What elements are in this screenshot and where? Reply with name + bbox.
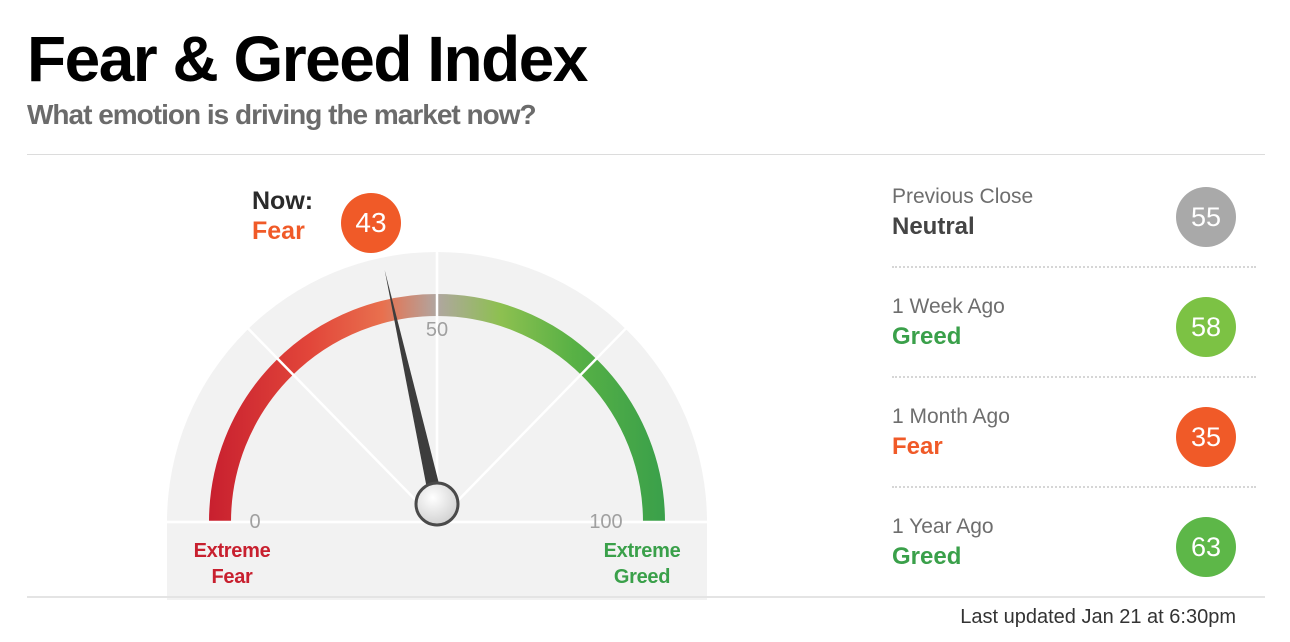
page-title: Fear & Greed Index (27, 23, 588, 95)
history-rating: Neutral (892, 213, 975, 240)
top-divider (27, 154, 1265, 155)
history-label: Previous Close (892, 185, 1034, 208)
current-value-badge: 43 (341, 193, 401, 253)
history-item-1-week-ago: 1 Week Ago Greed 58 (892, 294, 1256, 404)
gauge-tick-100: 100 (589, 511, 622, 533)
history-label: 1 Year Ago (892, 515, 994, 538)
gauge-needle (384, 269, 444, 506)
current-rating: Fear (252, 217, 305, 245)
bottom-divider (27, 596, 1265, 598)
last-updated: Last updated Jan 21 at 6:30pm (960, 606, 1236, 628)
history-rating: Greed (892, 323, 962, 350)
gauge-tick-50: 50 (426, 319, 448, 341)
extreme-greed-label: Extreme Greed (603, 540, 681, 588)
history-divider (892, 486, 1256, 488)
gauge-sector-lines (167, 232, 707, 524)
history-value-badge: 63 (1176, 517, 1236, 577)
fear-greed-gauge: 50 0 100 (167, 232, 707, 600)
current-reading: Now: Fear (252, 186, 313, 246)
history-divider (892, 266, 1256, 268)
gauge-tick-0: 0 (249, 511, 260, 533)
history-divider (892, 376, 1256, 378)
history-value-badge: 58 (1176, 297, 1236, 357)
history-label: 1 Week Ago (892, 295, 1005, 318)
history-item-1-month-ago: 1 Month Ago Fear 35 (892, 404, 1256, 514)
history-item-1-year-ago: 1 Year Ago Greed 63 (892, 514, 1256, 624)
page-subtitle: What emotion is driving the market now? (27, 99, 537, 130)
history-rating: Fear (892, 433, 943, 460)
history-label: 1 Month Ago (892, 405, 1010, 428)
history-rating: Greed (892, 543, 962, 570)
now-label: Now: (252, 187, 314, 215)
history-item-previous-close: Previous Close Neutral 55 (892, 184, 1256, 294)
gauge-needle-hub (414, 481, 460, 527)
history-value-badge: 55 (1176, 187, 1236, 247)
history-value-badge: 35 (1176, 407, 1236, 467)
extreme-fear-label: Extreme Fear (193, 540, 271, 588)
